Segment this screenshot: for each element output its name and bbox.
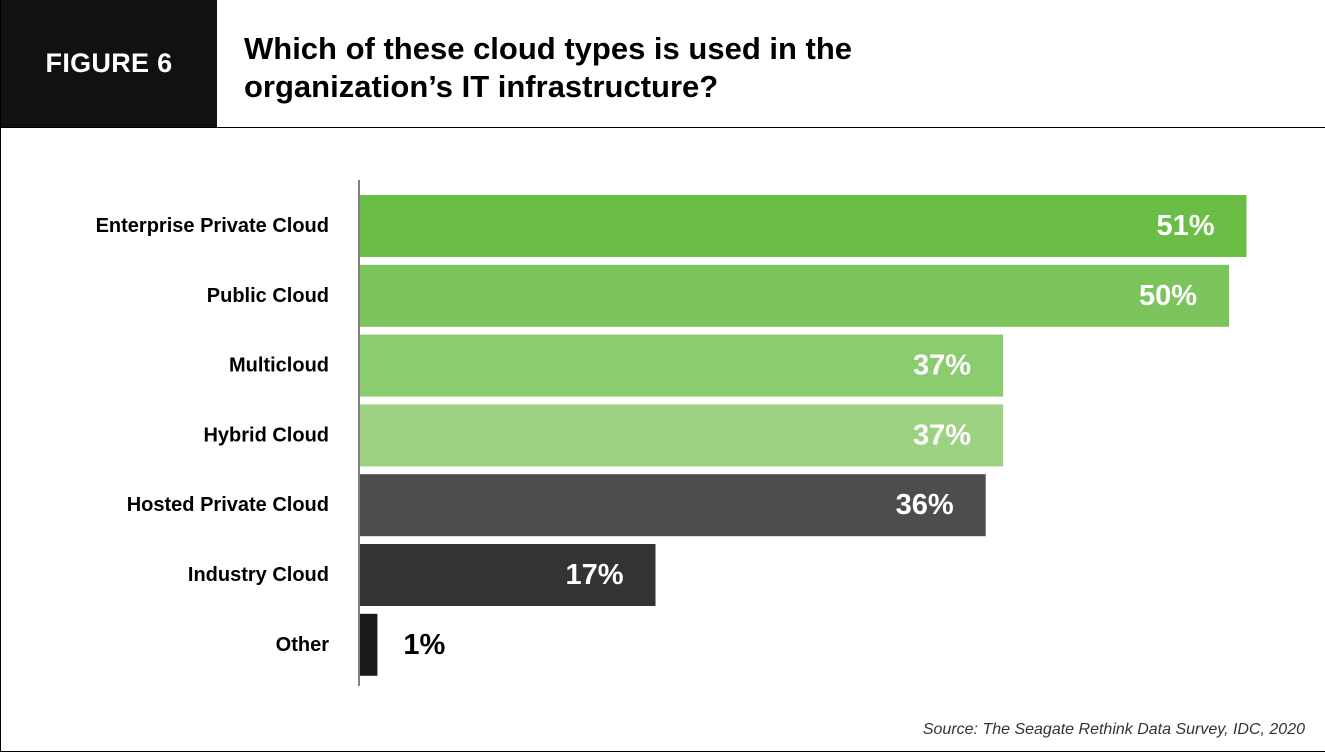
category-label: Hosted Private Cloud <box>127 494 329 516</box>
category-label: Industry Cloud <box>188 564 329 586</box>
chart-title: Which of these cloud types is used in th… <box>244 30 1294 106</box>
category-label: Other <box>276 634 330 656</box>
category-label: Hybrid Cloud <box>203 424 329 446</box>
figure-header: FIGURE 6 Which of these cloud types is u… <box>1 0 1325 128</box>
chart-title-line-1: Which of these cloud types is used in th… <box>244 31 853 66</box>
bar-hosted-private-cloud <box>360 474 986 537</box>
value-label: 37% <box>913 419 971 451</box>
value-label: 36% <box>896 489 954 521</box>
category-label: Multicloud <box>229 355 329 377</box>
category-label: Enterprise Private Cloud <box>96 215 329 237</box>
bar-public-cloud <box>360 264 1230 327</box>
bar-industry-cloud <box>360 544 656 606</box>
source-note: Source: The Seagate Rethink Data Survey,… <box>922 721 1305 738</box>
value-label: 50% <box>1139 280 1197 312</box>
value-label: 1% <box>403 629 445 661</box>
bar-other <box>360 613 378 676</box>
figure-label: FIGURE 6 <box>1 0 217 127</box>
value-label: 37% <box>913 350 971 382</box>
category-label: Public Cloud <box>207 285 329 307</box>
bar-enterprise-private-cloud <box>360 195 1247 257</box>
value-label: 51% <box>1156 210 1214 242</box>
bar-hybrid-cloud <box>360 404 1004 467</box>
value-label: 17% <box>565 559 623 591</box>
bar-multicloud <box>360 334 1004 397</box>
chart-title-line-2: organization’s IT infrastructure? <box>244 69 719 104</box>
